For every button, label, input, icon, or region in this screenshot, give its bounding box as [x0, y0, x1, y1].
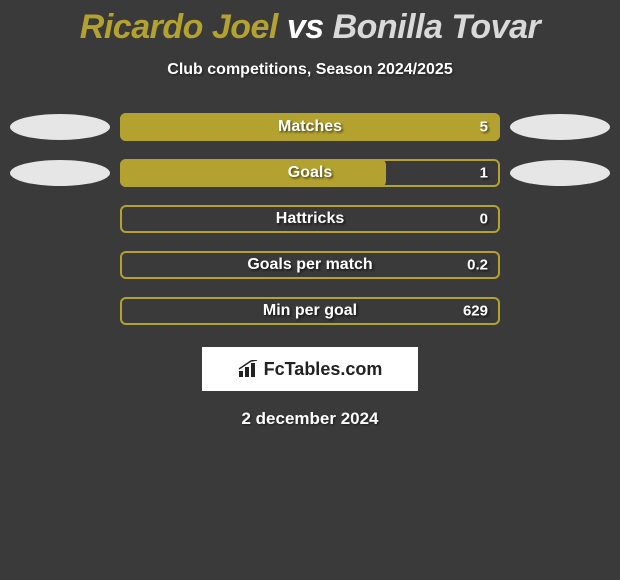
bar-chart-icon	[238, 360, 260, 378]
stat-row: Min per goal 629	[10, 297, 610, 325]
stat-row: Goals 1	[10, 159, 610, 187]
stat-value: 0	[480, 211, 488, 228]
brand-text: FcTables.com	[238, 359, 383, 380]
stat-bar: Min per goal 629	[120, 297, 500, 325]
left-ellipse	[10, 160, 110, 186]
brand-box: FcTables.com	[202, 347, 418, 391]
stat-row: Goals per match 0.2	[10, 251, 610, 279]
vs-separator: vs	[287, 8, 324, 46]
bar-fill	[120, 159, 386, 187]
stat-label: Goals per match	[247, 256, 372, 274]
stat-bar: Matches 5	[120, 113, 500, 141]
player2-name: Bonilla Tovar	[333, 8, 541, 46]
stat-value: 1	[480, 165, 488, 182]
stat-label: Goals	[288, 164, 332, 182]
card-date: 2 december 2024	[0, 409, 620, 429]
stat-label: Min per goal	[263, 302, 357, 320]
stat-value: 5	[480, 119, 488, 136]
stat-row: Matches 5	[10, 113, 610, 141]
stat-bar: Hattricks 0	[120, 205, 500, 233]
comparison-card: Ricardo Joel vs Bonilla Tovar Club compe…	[0, 0, 620, 429]
stat-bar: Goals 1	[120, 159, 500, 187]
stat-label: Hattricks	[276, 210, 344, 228]
player1-name: Ricardo Joel	[80, 8, 278, 46]
stat-value: 629	[463, 303, 488, 320]
brand-label: FcTables.com	[264, 359, 383, 380]
right-ellipse	[510, 160, 610, 186]
stats-rows: Matches 5 Goals 1 Hattricks 0 Goals per match 0…	[0, 113, 620, 325]
stat-value: 0.2	[467, 257, 488, 274]
card-title: Ricardo Joel vs Bonilla Tovar	[0, 8, 620, 47]
stat-bar: Goals per match 0.2	[120, 251, 500, 279]
card-subtitle: Club competitions, Season 2024/2025	[0, 61, 620, 79]
right-ellipse	[510, 114, 610, 140]
stat-label: Matches	[278, 118, 342, 136]
left-ellipse	[10, 114, 110, 140]
stat-row: Hattricks 0	[10, 205, 610, 233]
